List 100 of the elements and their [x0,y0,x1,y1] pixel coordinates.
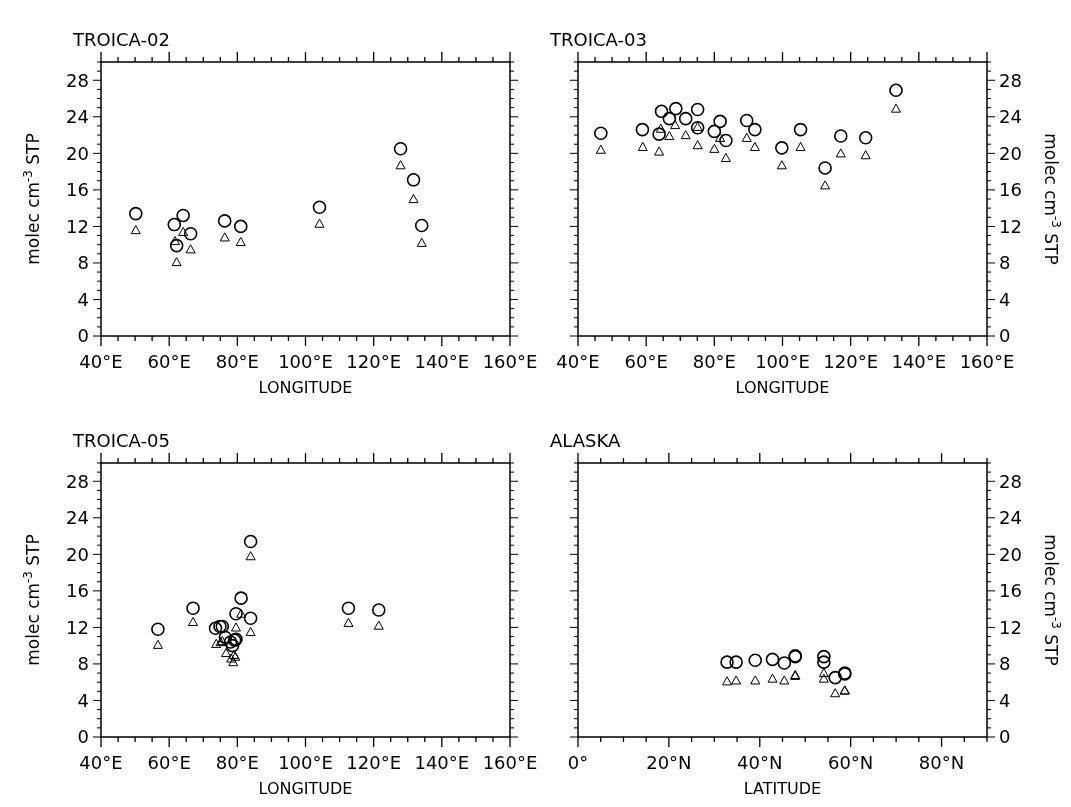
point [221,647,232,658]
point [662,111,677,126]
x-tick-label: 60°N [827,752,874,773]
y-tick-label: 0 [999,325,1011,347]
y-tick-label: 28 [999,69,1022,91]
x-tick-label: 80°E [692,351,736,372]
x-axis-title: LONGITUDE [735,378,830,397]
x-tick-label: 80°N [918,752,965,773]
x-tick-label: 120°E [823,351,879,372]
point [817,649,831,664]
point [236,608,247,618]
point [776,160,787,170]
x-tick-label: 80°E [215,752,259,773]
x-tick-label: 40°N [737,752,783,773]
point [233,219,248,234]
point [835,148,846,158]
y-tick-label: 4 [999,288,1011,310]
y-tick-label: 12 [66,616,89,638]
point [393,141,408,156]
point [765,652,780,667]
point [729,655,743,669]
y-tick-label: 12 [999,616,1022,638]
point [408,194,419,204]
x-tick-label: 160°E [482,752,538,773]
point [722,676,733,686]
y-tick-label: 24 [66,106,89,128]
x-tick-label: 80°E [215,351,259,372]
x-tick-label: 60°E [147,752,191,773]
point [680,130,691,140]
x-tick-label: 0° [567,752,589,773]
y-tick-label: 24 [999,507,1022,529]
y-tick-label: 8 [999,653,1011,675]
point [152,639,163,649]
point [670,120,681,130]
x-tick-label: 140°E [414,351,470,372]
point [750,675,761,685]
y-tick-label: 28 [999,470,1022,492]
x-axis-title: LONGITUDE [258,779,353,798]
y-tick-label: 0 [77,726,89,748]
x-axis-title: LATITUDE [743,779,822,798]
point [637,141,648,152]
point [654,146,665,156]
point [208,621,223,636]
point [669,101,683,116]
point [169,236,180,246]
point [245,551,256,561]
y-tick-label: 8 [77,252,89,274]
point [243,611,258,626]
point [185,244,196,254]
x-tick-label: 140°E [414,752,470,773]
point [858,131,873,145]
x-axis-title: LONGITUDE [258,378,353,397]
point [186,601,200,616]
point [183,226,198,241]
point [891,103,901,113]
point [749,141,760,152]
point [228,657,239,667]
point [830,688,841,698]
point [314,218,325,228]
point [775,141,789,155]
point [218,630,233,645]
point [211,638,222,648]
point [748,122,762,137]
x-tick-label: 140°E [891,351,947,372]
point [820,180,831,190]
point [739,113,754,128]
x-tick-label: 100°E [278,752,333,773]
point [234,591,248,605]
y-tick-label: 28 [66,470,89,492]
y-tick-label: 16 [66,179,89,201]
x-tick-label: 120°E [346,351,402,372]
point [167,217,182,232]
point [690,102,705,117]
point [595,144,606,154]
point [245,626,256,637]
point [707,124,722,139]
point [229,606,243,621]
point [652,127,666,141]
point [235,236,246,247]
point [178,226,189,236]
point [130,225,141,235]
point [635,122,650,137]
point [414,218,429,233]
point [243,534,258,549]
point [818,668,829,678]
x-tick-label: 160°E [959,351,1015,372]
y-tick-label: 20 [66,543,89,565]
x-tick-label: 40°E [79,351,123,372]
point [720,152,731,162]
x-tick-label: 60°E [147,351,191,372]
point [779,675,790,685]
point [128,206,143,221]
y-tick-label: 8 [999,252,1011,274]
x-tick-label: 100°E [278,351,333,372]
point [230,622,241,632]
x-tick-label: 40°E [556,351,600,372]
y-tick-label: 16 [66,580,89,602]
point [171,257,182,267]
point [748,653,763,668]
point [719,133,733,148]
